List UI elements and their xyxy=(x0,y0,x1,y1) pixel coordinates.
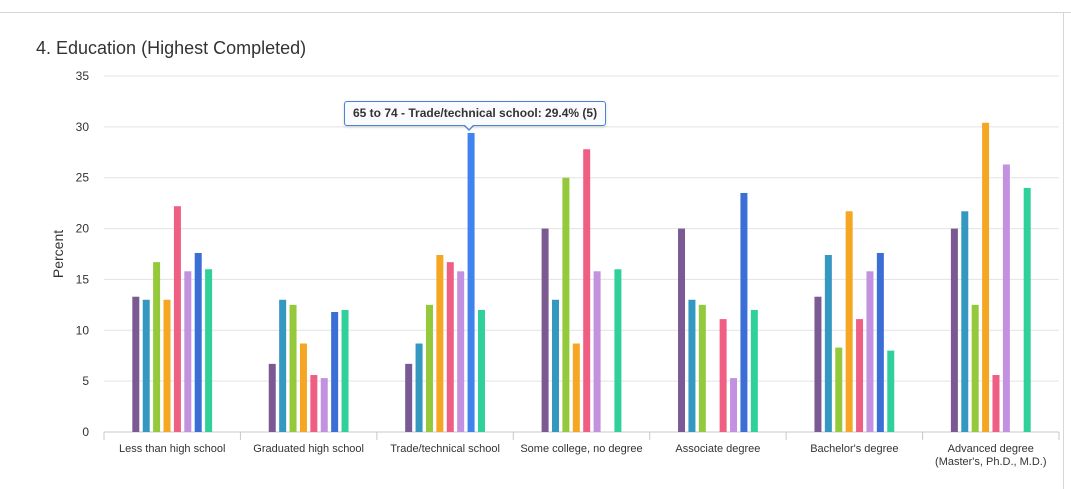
panel-top-border xyxy=(0,12,1071,13)
bar[interactable] xyxy=(593,271,601,432)
x-tick-label: Some college, no degree xyxy=(520,443,642,455)
bar[interactable] xyxy=(320,378,328,432)
x-tick-label: Advanced degree xyxy=(948,443,1034,455)
bar[interactable] xyxy=(950,228,958,432)
tooltip-arrow-inner xyxy=(464,124,474,129)
bar-tooltip: 65 to 74 - Trade/technical school: 29.4%… xyxy=(344,101,607,126)
bar[interactable] xyxy=(467,132,475,432)
category-group xyxy=(405,132,485,432)
y-axis-label: Percent xyxy=(50,230,66,278)
x-tick-label: Less than high school xyxy=(119,443,225,455)
x-tick-label: Graduated high school xyxy=(253,443,364,455)
x-tick-label: Trade/technical school xyxy=(390,443,500,455)
bar[interactable] xyxy=(132,296,140,432)
bar[interactable] xyxy=(814,296,822,432)
y-tick-label: 25 xyxy=(76,171,90,185)
bar[interactable] xyxy=(971,304,979,432)
category-group xyxy=(678,192,758,432)
bar[interactable] xyxy=(331,311,339,432)
bar[interactable] xyxy=(562,177,570,432)
bar[interactable] xyxy=(446,262,454,432)
bar[interactable] xyxy=(310,375,318,432)
bar[interactable] xyxy=(961,211,969,432)
x-tick-label: Bachelor's degree xyxy=(810,443,898,455)
y-tick-label: 20 xyxy=(76,222,90,236)
bar[interactable] xyxy=(425,304,433,432)
bar[interactable] xyxy=(279,299,287,432)
bar[interactable] xyxy=(845,211,853,432)
category-group xyxy=(814,211,895,432)
bar[interactable] xyxy=(541,228,549,432)
bar[interactable] xyxy=(268,363,276,432)
y-tick-label: 0 xyxy=(82,425,89,439)
category-group xyxy=(541,149,622,432)
bar[interactable] xyxy=(142,299,150,432)
bar[interactable] xyxy=(982,122,990,432)
category-group xyxy=(268,299,349,432)
bar[interactable] xyxy=(992,375,1000,432)
bar[interactable] xyxy=(730,378,738,432)
bar[interactable] xyxy=(583,149,591,432)
bar[interactable] xyxy=(194,252,202,432)
x-tick-label: (Master's, Ph.D., M.D.) xyxy=(935,456,1047,468)
y-tick-label: 10 xyxy=(76,323,90,337)
bar[interactable] xyxy=(205,269,213,432)
bar[interactable] xyxy=(866,271,874,432)
bar[interactable] xyxy=(698,304,706,432)
y-tick-label: 35 xyxy=(76,69,90,83)
bar[interactable] xyxy=(678,228,686,432)
bar[interactable] xyxy=(405,363,413,432)
bar[interactable] xyxy=(719,319,727,432)
bar[interactable] xyxy=(299,343,307,432)
bar[interactable] xyxy=(341,309,349,432)
bar[interactable] xyxy=(856,319,864,432)
bar[interactable] xyxy=(173,206,181,432)
chart-title: 4. Education (Highest Completed) xyxy=(36,38,307,58)
bar[interactable] xyxy=(1002,164,1010,432)
bar[interactable] xyxy=(289,304,297,432)
bar[interactable] xyxy=(184,271,192,432)
bar[interactable] xyxy=(835,347,843,432)
bar[interactable] xyxy=(163,299,171,432)
bar[interactable] xyxy=(1023,187,1031,432)
panel-right-border xyxy=(1063,12,1064,489)
bar[interactable] xyxy=(572,343,580,432)
category-group xyxy=(950,122,1031,432)
y-tick-label: 30 xyxy=(76,120,90,134)
y-tick-label: 15 xyxy=(76,272,90,286)
bar[interactable] xyxy=(824,255,832,432)
bar[interactable] xyxy=(750,309,758,432)
x-tick-label: Associate degree xyxy=(675,443,760,455)
bar[interactable] xyxy=(614,269,622,432)
bar[interactable] xyxy=(153,262,161,432)
bar[interactable] xyxy=(740,192,748,432)
bar[interactable] xyxy=(688,299,696,432)
bar[interactable] xyxy=(457,271,465,432)
bar[interactable] xyxy=(436,255,444,432)
bar[interactable] xyxy=(477,309,485,432)
bar[interactable] xyxy=(887,350,895,432)
bar[interactable] xyxy=(552,299,559,432)
category-group xyxy=(132,206,213,432)
bar[interactable] xyxy=(415,343,423,432)
y-tick-label: 5 xyxy=(82,374,89,388)
bar[interactable] xyxy=(876,252,884,432)
